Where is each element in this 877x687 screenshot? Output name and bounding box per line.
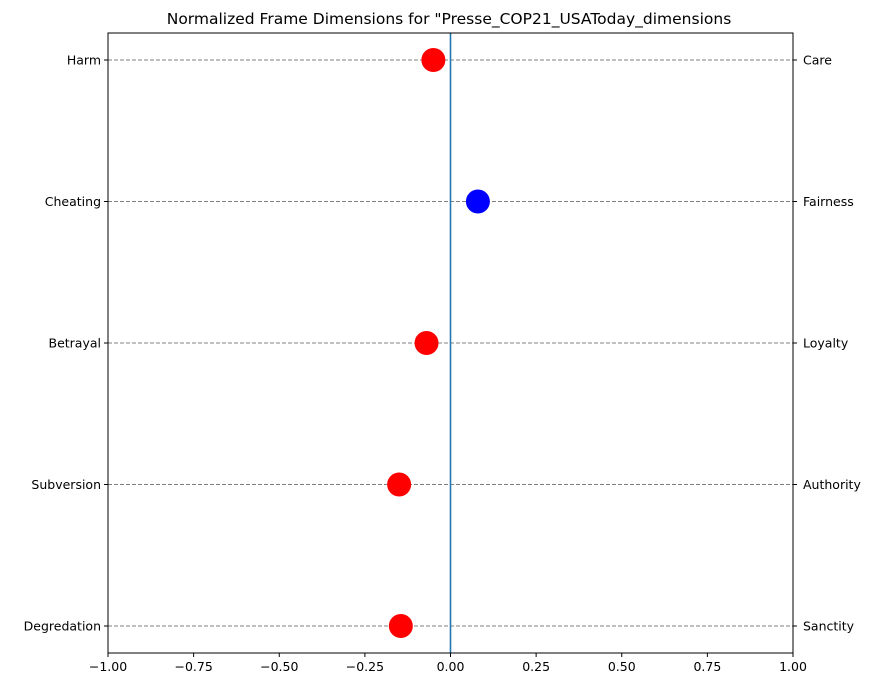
data-point	[421, 48, 446, 72]
x-tick-label: −1.00	[89, 659, 127, 674]
x-tick-label: −0.75	[174, 659, 212, 674]
left-dimension-label: Harm	[67, 53, 101, 68]
left-dimension-label: Degredation	[24, 619, 101, 634]
x-tick-label: −0.25	[346, 659, 384, 674]
right-dimension-label: Care	[803, 53, 832, 68]
x-tick-label: 1.00	[779, 659, 807, 674]
data-point	[387, 472, 412, 497]
data-point	[414, 331, 439, 355]
x-tick-label: −0.50	[260, 659, 298, 674]
left-axis-labels: Harm Cheating Betrayal Subversion Degredatio…	[24, 53, 108, 634]
right-axis-labels: Care Fairness Loyalty Authority Sanctity	[793, 53, 861, 634]
x-axis: −1.00 −0.75 −0.50 −0.25 0.00 0.25 0.50 0.75 1.00	[89, 653, 807, 674]
left-dimension-label: Subversion	[31, 477, 101, 492]
left-dimension-label: Cheating	[45, 194, 101, 209]
x-tick-label: 0.25	[522, 659, 550, 674]
left-dimension-label: Betrayal	[49, 336, 102, 351]
data-point	[465, 189, 490, 214]
right-dimension-label: Sanctity	[803, 619, 855, 634]
x-tick-label: 0.75	[693, 659, 721, 674]
x-tick-label: 0.00	[437, 659, 465, 674]
right-dimension-label: Fairness	[803, 194, 854, 209]
x-tick-label: 0.50	[608, 659, 636, 674]
data-point	[388, 614, 413, 638]
right-dimension-label: Loyalty	[803, 336, 849, 351]
right-dimension-label: Authority	[803, 477, 861, 492]
data-points	[387, 48, 490, 638]
chart-title: Normalized Frame Dimensions for "Presse_…	[167, 10, 732, 29]
